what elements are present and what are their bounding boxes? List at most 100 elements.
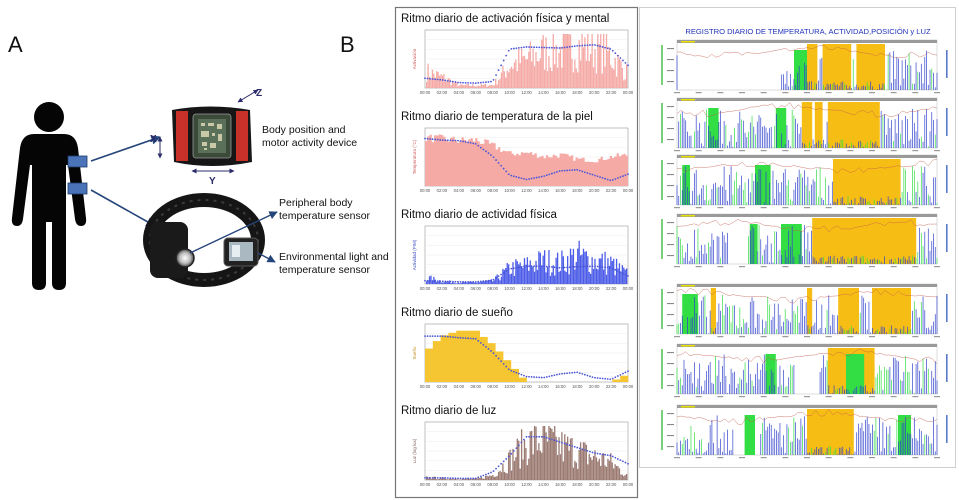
fit-point: [469, 142, 472, 144]
fit-point: [454, 81, 457, 83]
strip-y-tick: [667, 352, 674, 354]
fit-point: [596, 377, 599, 379]
rhythm-chart-title: Ritmo diario de temperatura de la piel: [401, 111, 593, 123]
fit-point: [457, 477, 459, 480]
fit-point: [599, 453, 601, 455]
data-bar: [577, 72, 579, 88]
temperature-trace: [676, 219, 938, 233]
fit-point: [479, 280, 482, 283]
fit-point: [520, 441, 523, 444]
data-bar: [610, 256, 612, 284]
strip-y-tick: [667, 70, 674, 72]
strip-x-tick: [717, 396, 724, 398]
strip-x-tick: [739, 336, 745, 338]
strip-y-axis-label: [661, 160, 663, 200]
fit-point: [452, 477, 454, 480]
fit-point: [609, 266, 612, 269]
data-bar: [587, 464, 589, 480]
data-bar: [484, 83, 487, 88]
data-bar: [552, 432, 554, 480]
data-bar: [512, 262, 514, 284]
strip-y-tick: [667, 314, 674, 316]
x-tick-label: 16:00: [555, 90, 566, 95]
strip-x-tick: [890, 336, 897, 338]
fit-point: [622, 372, 624, 375]
rhythm-chart-ylabel: Sueño: [412, 346, 417, 360]
data-bar: [624, 269, 626, 284]
x-tick-label: 22:00: [606, 384, 617, 389]
fit-point: [452, 336, 454, 339]
fit-point: [424, 77, 426, 80]
fit-point: [561, 372, 563, 375]
data-bar: [513, 461, 516, 480]
data-bar: [602, 34, 605, 88]
panel-a: A X Y Z: [8, 32, 389, 290]
strip-x-tick: [869, 150, 875, 152]
fit-point: [431, 78, 434, 80]
strip-x-tick: [934, 396, 940, 398]
fit-point: [523, 438, 525, 441]
data-bar: [449, 78, 451, 88]
sleep-span: [710, 288, 716, 334]
data-bar: [554, 64, 556, 88]
fit-point: [573, 169, 576, 171]
data-bar: [543, 426, 546, 480]
fit-point: [505, 170, 508, 173]
data-bar: [559, 454, 562, 480]
fit-point: [487, 348, 490, 350]
fit-point: [563, 372, 566, 375]
data-bar: [463, 479, 465, 480]
fit-point: [550, 46, 553, 49]
data-bar: [600, 465, 602, 480]
strip-x-tick: [847, 92, 854, 94]
data-bar: [611, 462, 613, 480]
strip-x-tick: [825, 396, 832, 398]
strip-y-axis-label: [661, 349, 663, 389]
data-bar: [490, 279, 493, 284]
fit-point: [469, 280, 472, 283]
fit-point: [477, 339, 480, 342]
data-bar: [515, 259, 517, 284]
data-bar: [525, 447, 527, 480]
data-bar: [461, 281, 464, 284]
data-bar: [470, 281, 472, 284]
x-tick-label: 18:00: [572, 384, 583, 389]
register-strip-3: [661, 154, 948, 209]
data-bar: [591, 34, 593, 88]
fit-point: [601, 377, 604, 380]
data-bar: [519, 468, 521, 480]
fit-point: [474, 280, 477, 283]
strip-x-tick: [739, 92, 745, 94]
data-bar: [497, 80, 500, 88]
data-bar: [510, 66, 513, 88]
fit-point: [482, 280, 485, 283]
fit-point: [573, 265, 576, 268]
fit-point: [619, 373, 622, 376]
data-bar: [617, 54, 619, 88]
fit-point: [616, 375, 619, 377]
fit-point: [548, 437, 551, 440]
data-bar: [480, 476, 482, 480]
data-bar: [510, 273, 513, 284]
fit-point: [472, 142, 475, 145]
fit-point: [556, 171, 558, 173]
fit-point: [601, 266, 604, 268]
register-strip-6: [661, 343, 948, 398]
fit-point: [591, 451, 594, 454]
strip-date-label: [946, 108, 948, 136]
strip-x-tick: [804, 92, 810, 94]
data-bar: [572, 467, 575, 480]
fit-point: [530, 376, 533, 378]
data-bar: [541, 266, 543, 284]
data-bar: [430, 275, 432, 284]
data-bar: [564, 434, 566, 480]
data-bar: [582, 47, 585, 88]
strip-header-marker: [681, 41, 695, 43]
data-bar: [585, 444, 588, 480]
data-bar: [493, 280, 495, 284]
strip-x-tick: [847, 207, 854, 209]
fit-point: [467, 141, 470, 144]
x-tick-label: 12:00: [521, 384, 532, 389]
fit-point: [444, 477, 447, 479]
fit-point: [457, 81, 459, 84]
